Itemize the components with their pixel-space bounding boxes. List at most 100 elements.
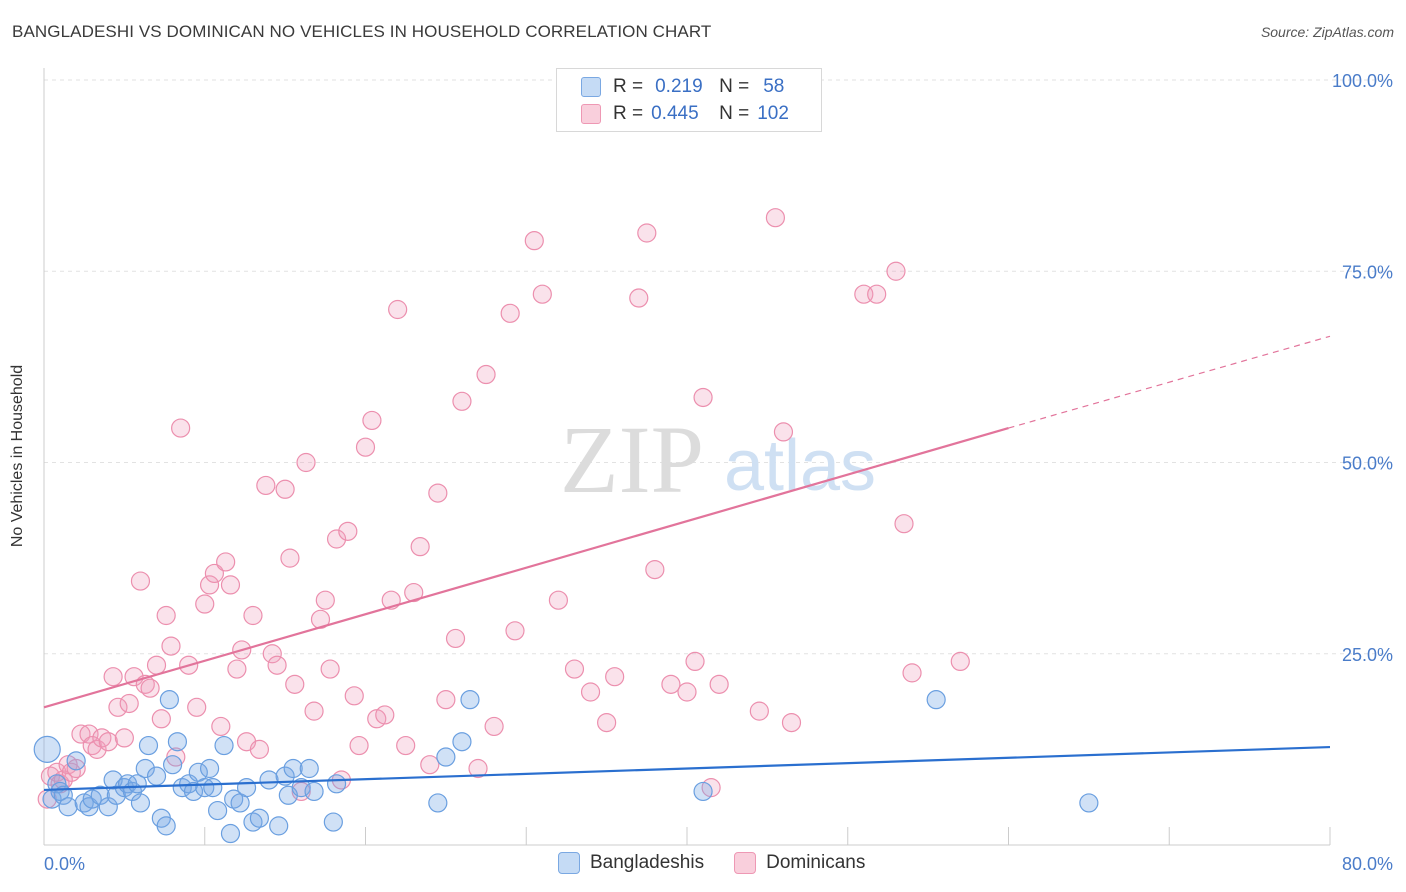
bangladeshi-point: [1079, 793, 1099, 813]
bangladeshi-point: [156, 816, 176, 836]
dominican-point: [375, 705, 395, 725]
bangladeshi-point: [199, 758, 220, 779]
legend-swatch-blue: [558, 852, 580, 874]
dominican-point: [216, 552, 236, 572]
bangladeshi-point: [291, 778, 311, 798]
dominican-point: [256, 475, 276, 496]
legend-n-label: N =: [719, 103, 750, 124]
bangladeshi-point: [163, 755, 183, 775]
dominican-point: [773, 422, 794, 442]
chart-title: BANGLADESHI VS DOMINICAN NO VEHICLES IN …: [12, 22, 712, 41]
dominican-point: [894, 514, 914, 534]
dominican-point: [476, 364, 496, 385]
dominican-point: [677, 682, 697, 702]
dominican-point: [344, 686, 364, 706]
points-layer: [33, 208, 1099, 844]
dominican-point: [532, 284, 552, 304]
legend-row-bangladeshis: R = 0.219 N = 58: [581, 75, 784, 99]
bangladeshi-point: [236, 778, 257, 798]
dominican-point: [355, 437, 376, 457]
dominican-point: [187, 697, 207, 717]
x-tick-label: 80.0%: [1342, 854, 1393, 874]
bangladeshi-point: [146, 766, 167, 786]
bangladeshi-point: [183, 781, 204, 802]
dominican-point: [420, 755, 440, 775]
dominican-point: [199, 575, 220, 595]
legend-label: Bangladeshis: [590, 852, 705, 873]
dominican-point: [315, 590, 335, 610]
bangladeshi-point: [926, 690, 946, 710]
bangladeshi-point: [33, 735, 61, 763]
dominican-point: [637, 223, 657, 243]
dominican-point: [661, 674, 681, 694]
dominican-point: [151, 709, 171, 729]
dominican-point: [396, 735, 416, 756]
legend-n-label: N =: [719, 76, 750, 97]
dominican-point: [950, 651, 970, 672]
dominican-point: [103, 667, 123, 687]
dominican-point: [693, 387, 713, 408]
dominican-point: [709, 674, 729, 694]
bangladeshi-point: [98, 797, 118, 817]
dominican-point: [140, 678, 160, 698]
dominican-point: [404, 582, 424, 603]
legend-swatch-pink: [581, 104, 601, 124]
y-tick-label: 50.0%: [1342, 454, 1393, 474]
dominican-trend-line: [43, 427, 1009, 709]
x-tick-label: 0.0%: [44, 854, 85, 874]
dominican-point: [605, 667, 625, 687]
bangladeshi-point: [460, 690, 480, 710]
bangladeshi-point: [326, 774, 347, 794]
y-tick-label: 100.0%: [1332, 71, 1393, 91]
bangladeshi-point: [436, 747, 456, 767]
legend-n-value: 102: [757, 103, 789, 124]
bangladeshi-point: [66, 751, 86, 771]
dominican-point: [171, 418, 191, 438]
bangladeshi-point: [452, 732, 472, 752]
bangladeshi-point: [304, 781, 324, 802]
dominican-point: [320, 659, 340, 679]
stats-legend: R = 0.219 N = 58 R = 0.445 N = 102: [556, 68, 822, 132]
bangladeshi-point: [428, 793, 448, 813]
bangladeshi-point: [135, 758, 155, 779]
dominican-point: [220, 575, 241, 595]
bangladeshi-point: [53, 785, 73, 805]
dominican-point: [500, 303, 520, 323]
dominican-point: [146, 655, 167, 675]
dominican-point: [765, 208, 786, 228]
dominican-point: [781, 712, 802, 733]
dominican-point: [349, 735, 369, 756]
watermark-atlas: atlas: [724, 426, 876, 506]
bangladeshi-point: [127, 774, 147, 794]
axis-layer: [43, 68, 1331, 846]
bangladeshi-point: [138, 735, 159, 756]
legend-label: Dominicans: [766, 852, 866, 873]
dominican-point: [124, 667, 144, 687]
trend-layer: [43, 335, 1331, 792]
dominican-point: [267, 655, 287, 675]
dominican-point: [749, 701, 769, 721]
dominican-point: [886, 261, 906, 281]
legend-swatch-pink: [734, 852, 757, 874]
dominican-point: [484, 716, 504, 737]
dominican-point: [114, 728, 134, 748]
dominican-point: [47, 762, 67, 782]
dominican-point: [580, 682, 601, 702]
source-credit: Source: ZipAtlas.com: [1260, 24, 1394, 40]
dominican-point: [249, 739, 270, 759]
y-tick-label: 25.0%: [1342, 645, 1393, 665]
dominican-point: [685, 651, 705, 672]
watermark-zip: ZIP: [560, 406, 704, 513]
dominican-point: [98, 732, 118, 752]
dominican-point: [326, 529, 347, 549]
dominican-point: [548, 590, 569, 610]
dominican-point: [66, 758, 86, 779]
dominican-point: [211, 716, 231, 737]
dominican-point: [645, 559, 665, 580]
dominican-point: [867, 284, 887, 304]
bangladeshi-point: [90, 785, 110, 805]
dominican-point: [304, 701, 324, 721]
bangladeshi-point: [220, 823, 241, 844]
dominican-point: [902, 663, 922, 683]
dominican-point: [161, 636, 181, 656]
